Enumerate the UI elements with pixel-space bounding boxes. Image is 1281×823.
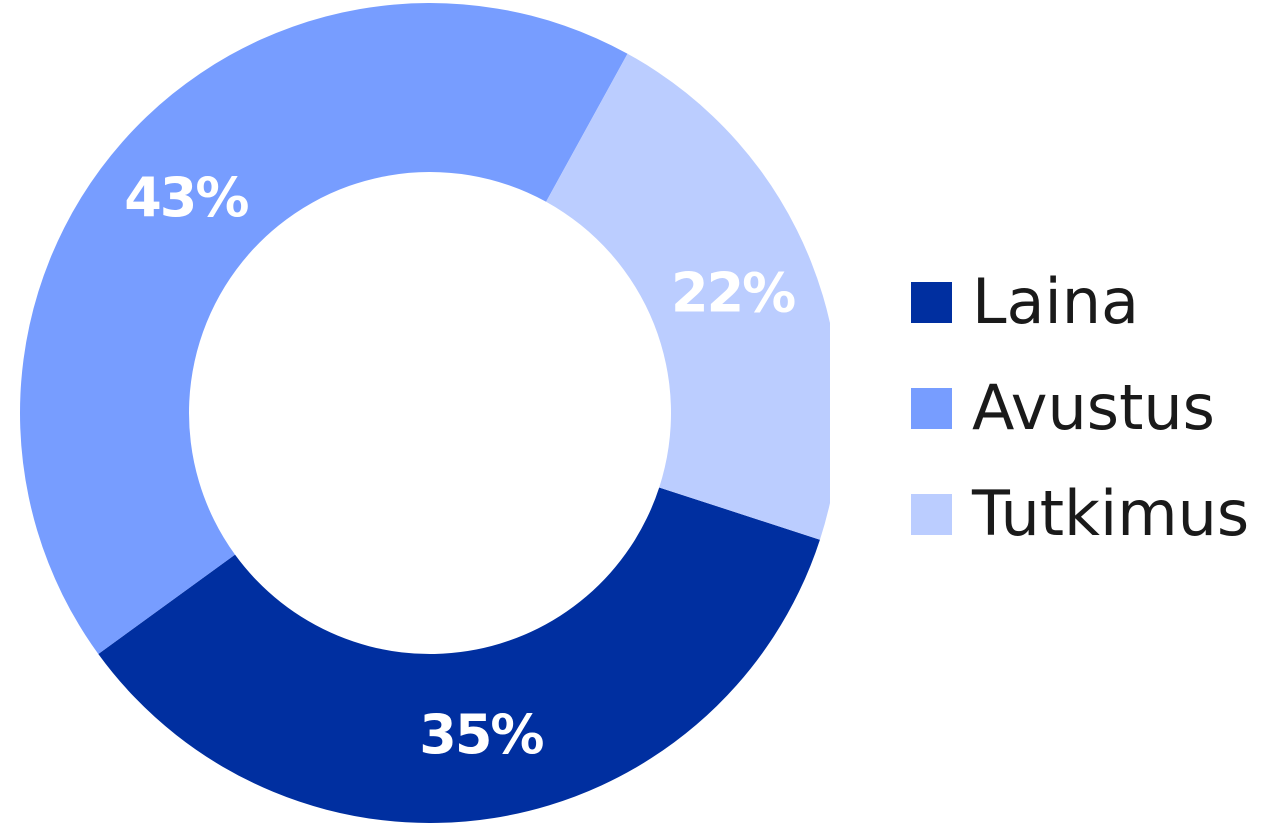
slice-labels: 35% 43% 22% [124, 166, 797, 766]
donut-slices [19, 2, 830, 823]
slice-laina[interactable] [98, 487, 820, 823]
legend-item-avustus[interactable]: Avustus [911, 374, 1249, 442]
slice-label-avustus: 43% [124, 166, 248, 229]
legend-swatch-tutkimus [911, 493, 952, 535]
slice-label-laina: 35% [419, 703, 543, 766]
legend-item-tutkimus[interactable]: Tutkimus [911, 480, 1249, 548]
legend-swatch-laina [911, 281, 952, 323]
legend-label-tutkimus: Tutkimus [972, 477, 1250, 550]
slice-avustus[interactable] [19, 2, 628, 654]
legend-swatch-avustus [911, 387, 952, 429]
slice-label-tutkimus: 22% [671, 262, 795, 325]
legend-label-avustus: Avustus [972, 371, 1215, 444]
slice-tutkimus[interactable] [546, 53, 830, 540]
legend-item-laina[interactable]: Laina [911, 268, 1249, 336]
chart-legend: Laina Avustus Tutkimus [911, 268, 1249, 548]
donut-chart: 35% 43% 22% [19, 2, 830, 823]
legend-label-laina: Laina [972, 265, 1140, 338]
